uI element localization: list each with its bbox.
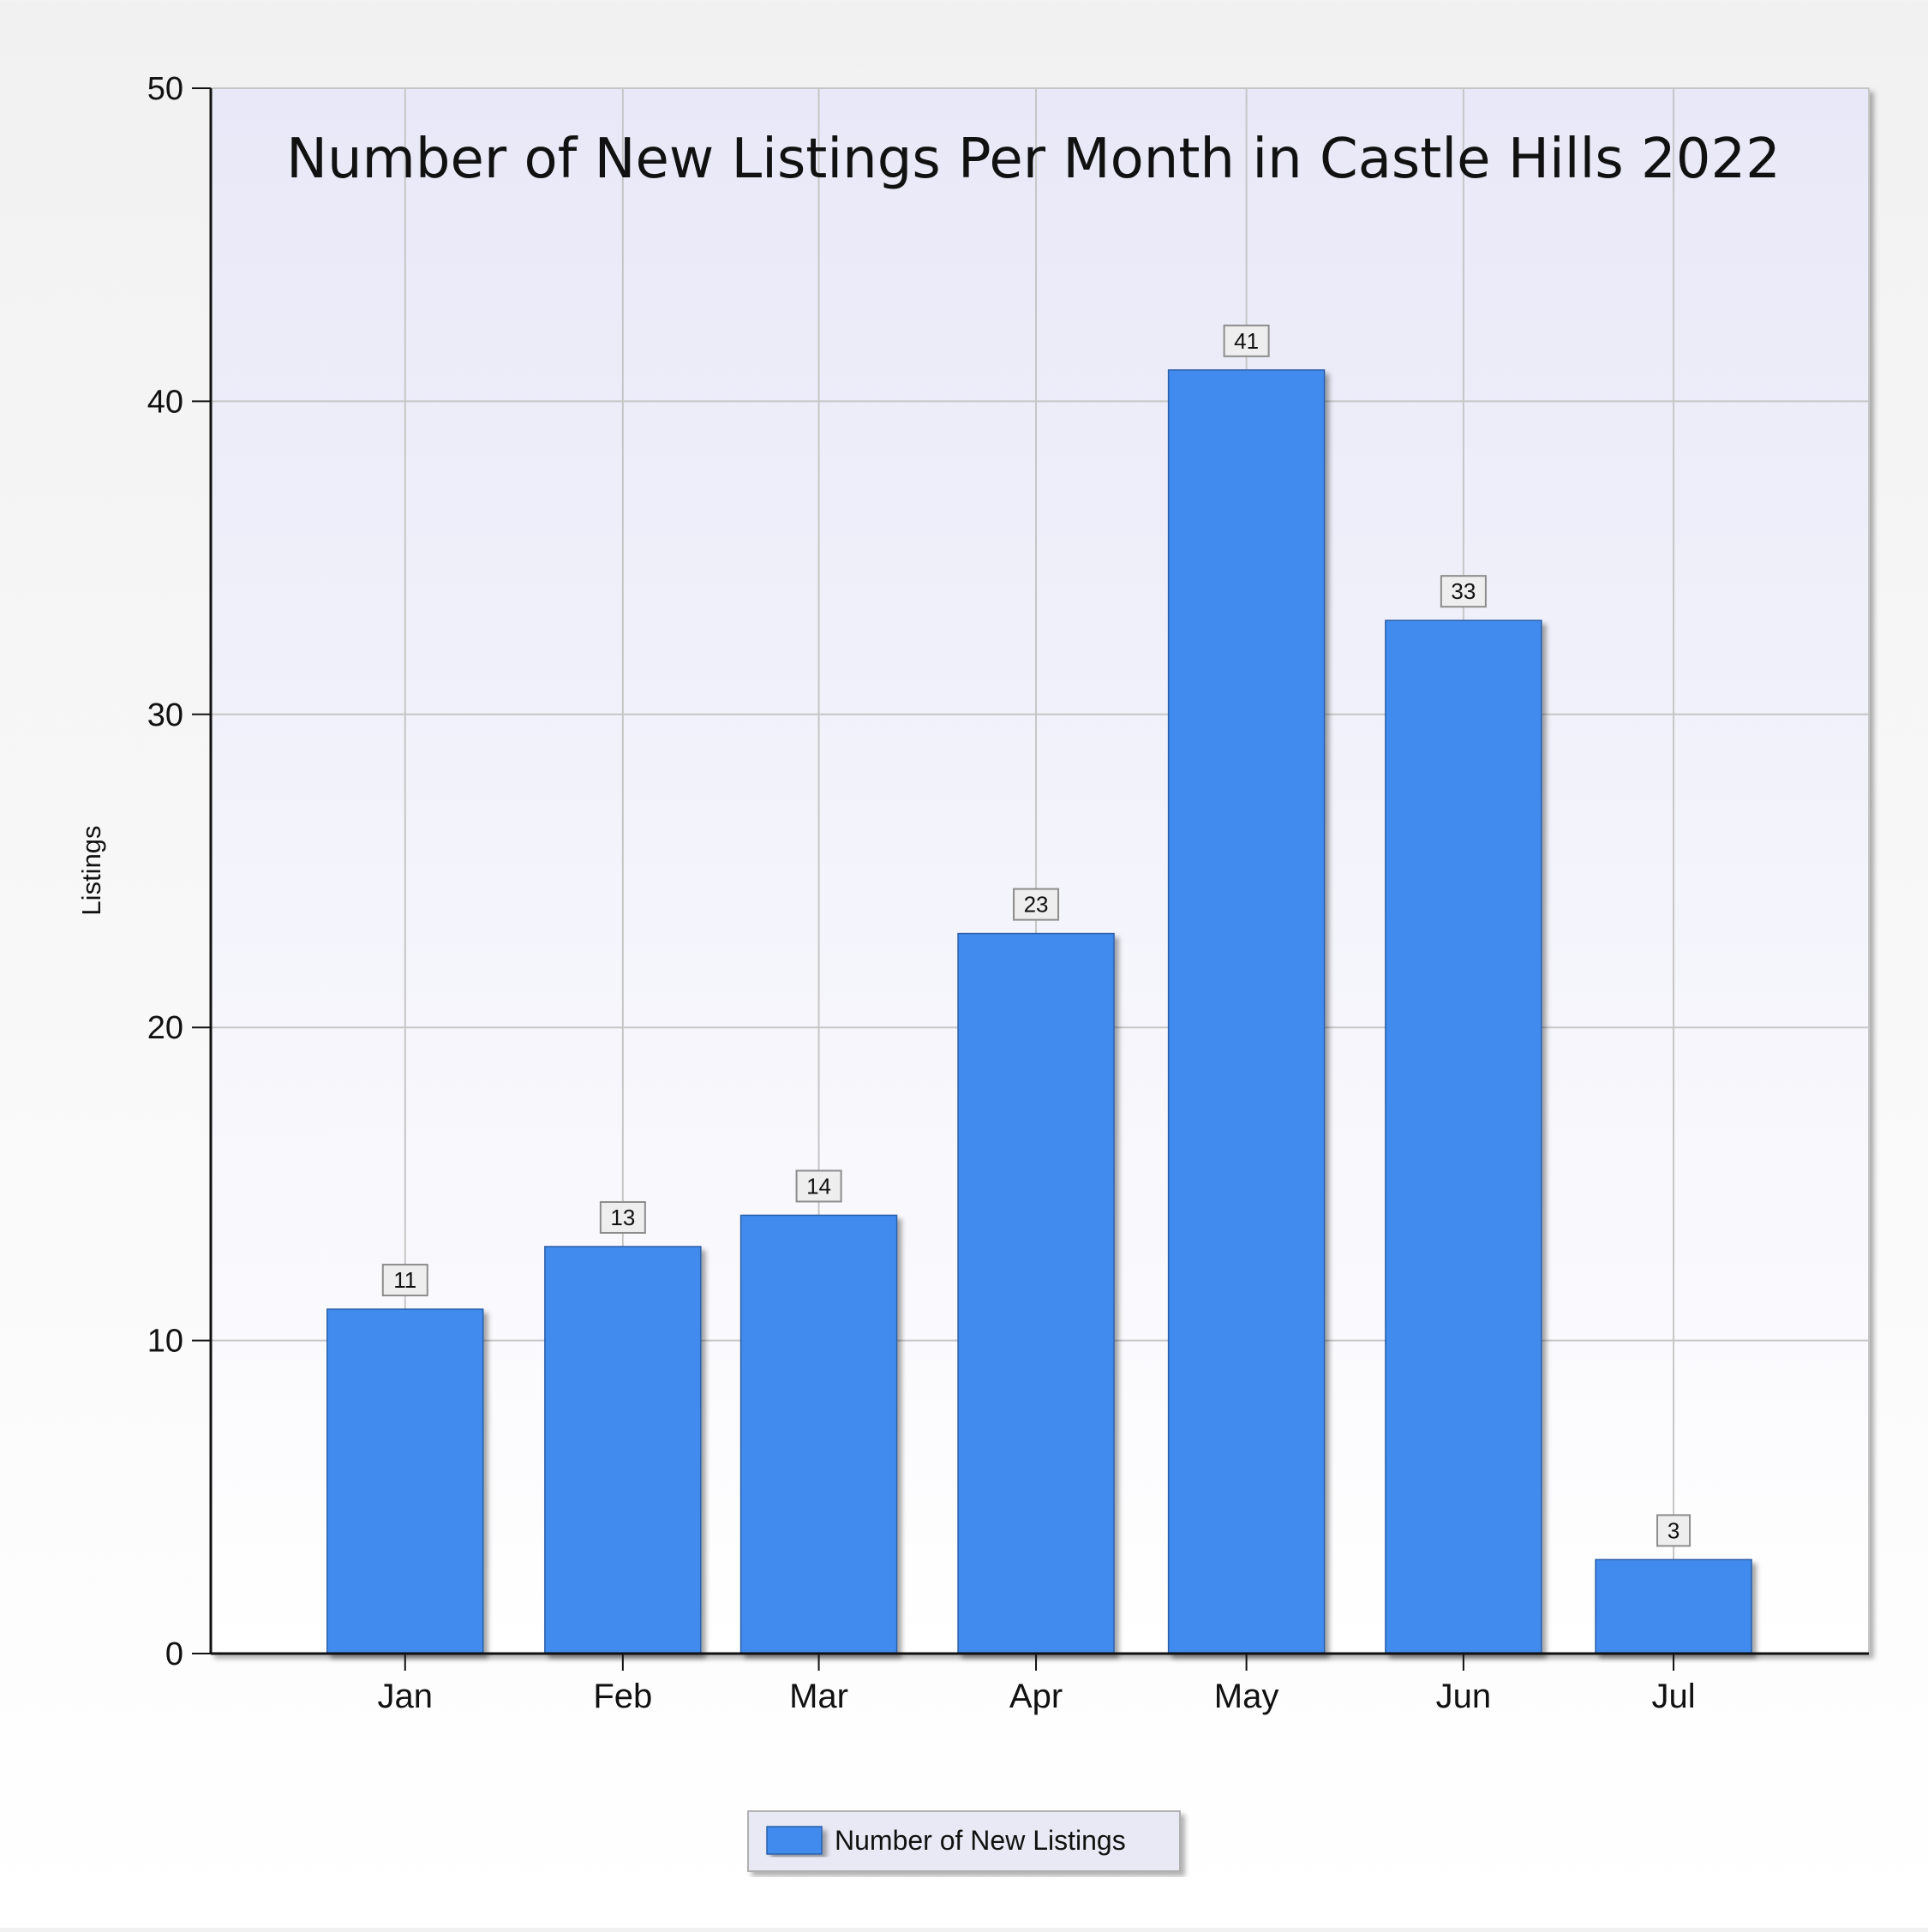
y-tick-label: 20 (147, 1010, 183, 1046)
data-label-box (1223, 324, 1270, 357)
bar-mar (739, 1214, 898, 1654)
bar-jul (1595, 1558, 1752, 1654)
x-tick-label: Mar (789, 1678, 848, 1715)
bar-may (1167, 369, 1326, 1654)
y-axis-label: Listings (76, 825, 106, 915)
bar-jan (326, 1308, 484, 1654)
data-label: 3 (1668, 1517, 1680, 1543)
y-tick-label: 50 (147, 71, 183, 107)
x-tick-label: Jan (378, 1678, 434, 1715)
x-tick-label: Feb (593, 1678, 652, 1715)
data-label-box (1440, 575, 1487, 608)
x-tick-label: Jun (1436, 1678, 1492, 1715)
data-label: 14 (806, 1173, 831, 1199)
data-label: 33 (1451, 578, 1476, 604)
data-label: 11 (393, 1267, 416, 1293)
axes (192, 87, 1869, 1671)
bar-jun (1385, 619, 1542, 1654)
y-axis-tick-labels: 0 10 20 30 40 50 (147, 71, 183, 1672)
x-axis-tick-labels: Jan Feb Mar Apr May Jun Jul (378, 1678, 1696, 1715)
data-label-box (1013, 888, 1060, 921)
y-tick-label: 40 (147, 384, 183, 420)
data-label: 13 (610, 1205, 635, 1230)
data-label-box (1656, 1514, 1691, 1547)
x-tick-label: Apr (1009, 1678, 1063, 1715)
bars (326, 369, 1752, 1654)
bar-apr (957, 932, 1115, 1654)
data-label: 41 (1234, 328, 1259, 354)
legend-swatch (766, 1826, 823, 1855)
data-label-box (599, 1200, 646, 1234)
data-label-box (795, 1169, 842, 1203)
data-label-box (381, 1264, 428, 1297)
chart-title: Number of New Listings Per Month in Cast… (286, 128, 1781, 191)
y-tick-label: 0 (165, 1636, 183, 1672)
data-label: 23 (1024, 892, 1049, 918)
y-tick-label: 10 (147, 1324, 183, 1360)
legend-label: Number of New Listings (835, 1825, 1126, 1856)
x-tick-label: May (1214, 1678, 1279, 1715)
x-tick-label: Jul (1651, 1678, 1695, 1715)
y-tick-label: 30 (147, 697, 183, 733)
bar-feb (544, 1246, 702, 1654)
legend: Number of New Listings (747, 1810, 1181, 1872)
